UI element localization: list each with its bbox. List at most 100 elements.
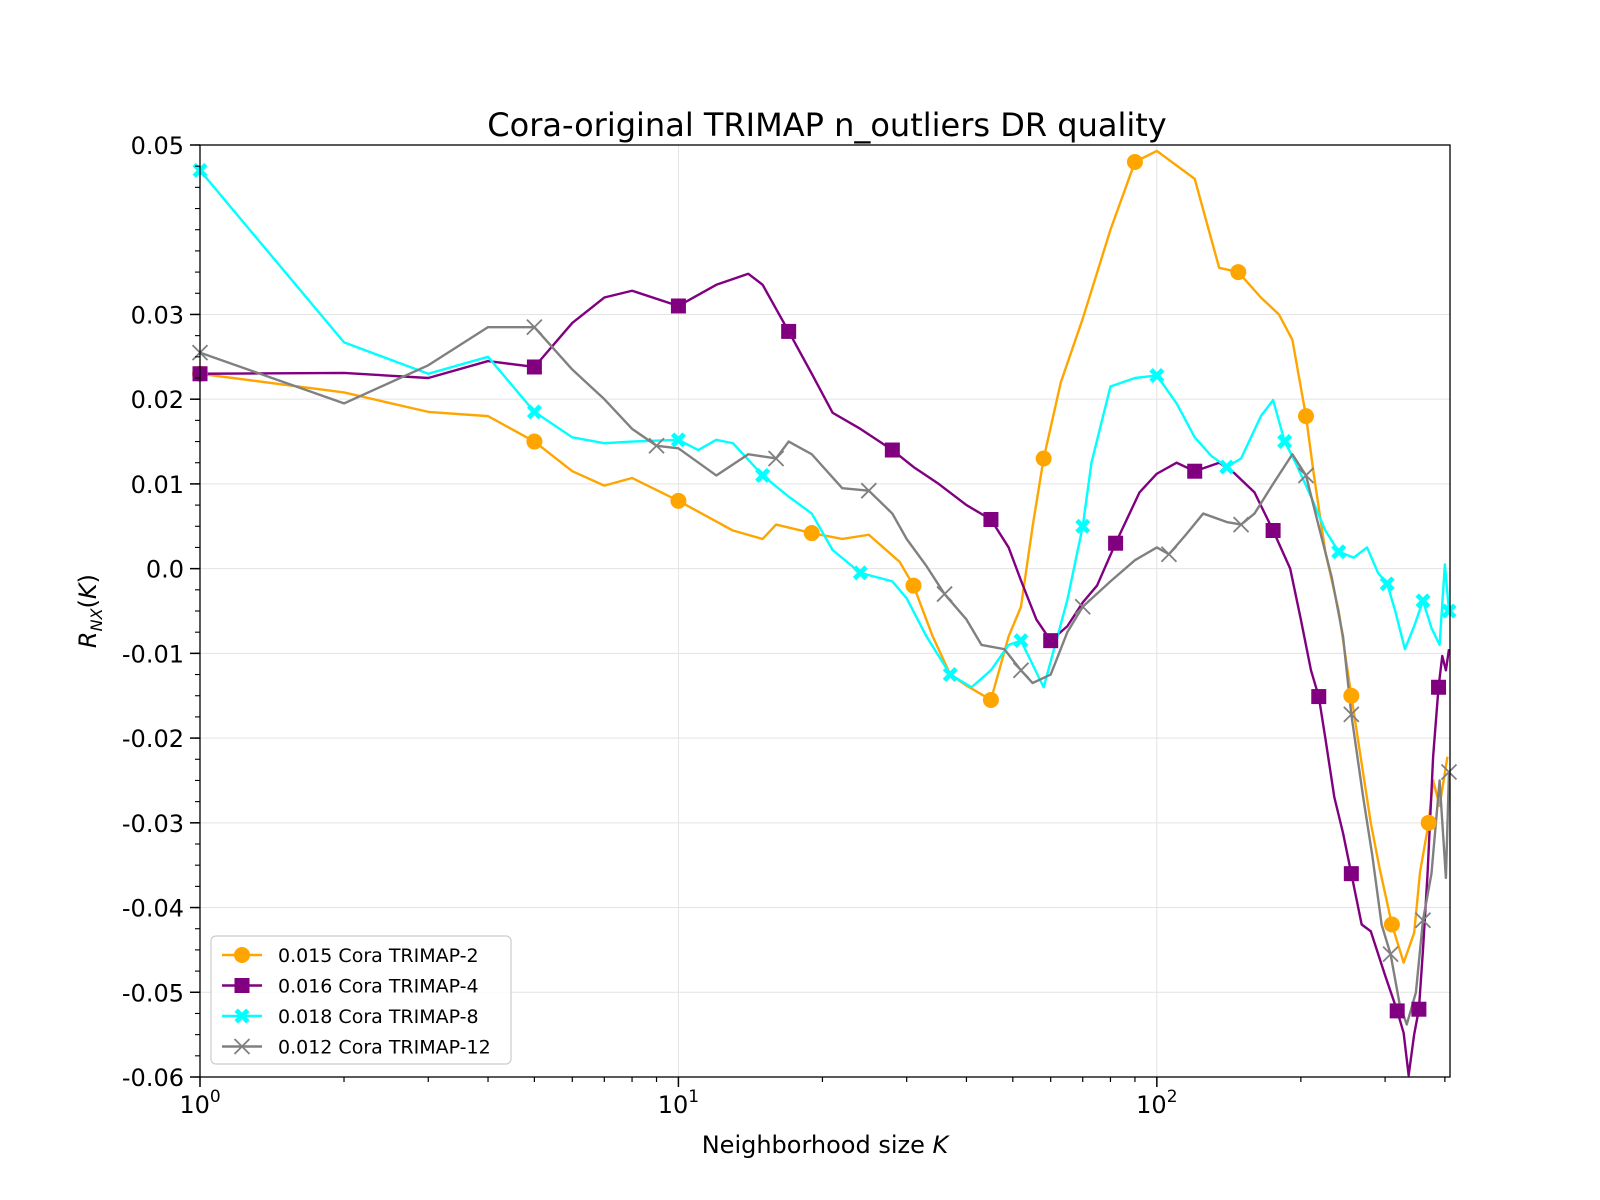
series-marker-x	[1414, 912, 1432, 929]
series-marker-x	[860, 482, 877, 499]
y-tick-label: -0.04	[122, 895, 184, 923]
series-marker-x-filled	[234, 1008, 250, 1024]
y-axis-label: RNX(K)	[74, 574, 106, 648]
markers-layer	[191, 153, 1458, 1019]
series-marker-square	[781, 323, 797, 339]
x-tick-exponent: 0	[210, 1087, 221, 1107]
x-tick-label: 101	[658, 1087, 699, 1119]
series-marker-x	[1297, 467, 1315, 484]
series-marker-circle	[1420, 814, 1437, 831]
series-marker-square	[983, 511, 999, 527]
series-marker-x-filled	[852, 565, 868, 581]
series-marker-x	[1382, 946, 1399, 963]
y-tick-label: 0.03	[131, 301, 184, 329]
y-tick-label: 0.01	[131, 471, 184, 499]
series-marker-x-filled	[1277, 434, 1293, 450]
x-tick-base: 10	[658, 1091, 689, 1119]
legend-box	[210, 935, 512, 1065]
x-axis-label: Neighborhood size K	[702, 1131, 951, 1159]
series-line	[200, 149, 1449, 964]
series-marker-circle	[1035, 450, 1052, 467]
series-marker-circle	[982, 691, 999, 708]
legend-label: 0.015 Cora TRIMAP-2	[278, 945, 479, 967]
series-marker-square	[1043, 633, 1059, 649]
x-axis-label-var: K	[933, 1131, 951, 1159]
series-marker-square	[884, 442, 900, 458]
series-marker-x	[1343, 706, 1360, 723]
x-tick-labels: 100 101 102	[179, 1087, 1177, 1119]
series-marker-square	[1187, 463, 1203, 479]
y-axis-label-r: R	[74, 631, 102, 648]
series-marker-x	[1160, 546, 1178, 563]
series-marker-square	[1389, 1003, 1405, 1019]
series-marker-x-filled	[1149, 367, 1165, 383]
series-marker-x	[233, 1038, 251, 1055]
legend-label: 0.018 Cora TRIMAP-8	[278, 1006, 479, 1028]
series-marker-circle	[803, 525, 820, 542]
y-axis-label-close: )	[74, 574, 102, 583]
plot-background	[200, 145, 1450, 1077]
axis-ticks	[190, 144, 1446, 1087]
series-marker-circle	[905, 577, 922, 594]
series-marker-x	[1012, 662, 1030, 679]
series-marker-square	[1108, 535, 1124, 551]
series-marker-x-filled	[526, 404, 542, 420]
y-tick-label: 0.05	[131, 132, 184, 160]
series-marker-x-filled	[1075, 518, 1091, 534]
y-axis-label-sub: NX	[87, 607, 106, 631]
x-tick-label: 102	[1136, 1087, 1177, 1119]
legend-label: 0.012 Cora TRIMAP-12	[278, 1037, 491, 1059]
series-marker-x-filled	[755, 467, 771, 483]
series-marker-square	[670, 298, 686, 314]
series-marker-square	[526, 359, 542, 375]
series-marker-x-filled	[1379, 576, 1395, 592]
series-marker-x	[1074, 598, 1091, 615]
series-marker-x	[1440, 763, 1458, 781]
series-marker-circle	[1383, 916, 1400, 933]
y-tick-label: -0.01	[122, 640, 184, 668]
series-marker-square	[1311, 689, 1327, 705]
y-tick-label: -0.03	[122, 810, 184, 838]
chart-title: Cora-original TRIMAP n_outliers DR quali…	[487, 106, 1166, 144]
series-marker-circle	[526, 433, 543, 450]
x-tick-base: 10	[179, 1091, 210, 1119]
y-tick-label: -0.06	[122, 1064, 184, 1092]
series-marker-x-filled	[1441, 603, 1457, 619]
y-tick-label: 0.02	[131, 386, 184, 414]
series-marker-circle	[1297, 408, 1314, 425]
series-marker-x	[767, 450, 785, 467]
series-marker-square	[1431, 679, 1447, 695]
x-tick-exponent: 2	[1167, 1087, 1178, 1107]
series-marker-x-filled	[1013, 633, 1029, 649]
series-marker-x	[648, 437, 665, 454]
y-tick-labels: 0.05 0.03 0.02 0.01 0.0 -0.01 -0.02 -0.03 -0.04 -…	[122, 132, 184, 1092]
series-marker-x-filled	[942, 667, 958, 683]
series-marker-circle	[670, 492, 687, 509]
series-marker-square	[1343, 866, 1359, 882]
legend-label: 0.016 Cora TRIMAP-4	[278, 976, 479, 998]
series-marker-square	[1265, 523, 1281, 539]
y-axis-label-open: (	[74, 599, 102, 608]
x-tick-base: 10	[1136, 1091, 1167, 1119]
y-tick-label: -0.02	[122, 725, 184, 753]
series-marker-x-filled	[1415, 593, 1431, 609]
x-tick-label: 100	[179, 1087, 220, 1119]
series-marker-circle	[1126, 153, 1143, 170]
series-marker-x-filled	[1331, 544, 1347, 560]
x-tick-exponent: 1	[688, 1087, 699, 1107]
series-marker-x	[1232, 516, 1250, 533]
y-axis-label-k: K	[74, 581, 102, 599]
series-line	[200, 272, 1450, 1077]
series-marker-circle	[234, 947, 250, 963]
series-marker-square	[234, 978, 250, 993]
series-marker-x	[936, 585, 953, 603]
series-marker-x-filled	[670, 432, 686, 448]
x-axis-label-text: Neighborhood size	[702, 1131, 933, 1159]
series-marker-circle	[1343, 687, 1360, 704]
series-marker-x	[526, 319, 543, 336]
series-marker-square	[1411, 1001, 1427, 1017]
series-marker-circle	[1230, 264, 1247, 281]
y-tick-label: 0.0	[146, 556, 184, 584]
legend: 0.015 Cora TRIMAP-2 0.016 Cora TRIMAP-4 0.…	[210, 935, 512, 1065]
